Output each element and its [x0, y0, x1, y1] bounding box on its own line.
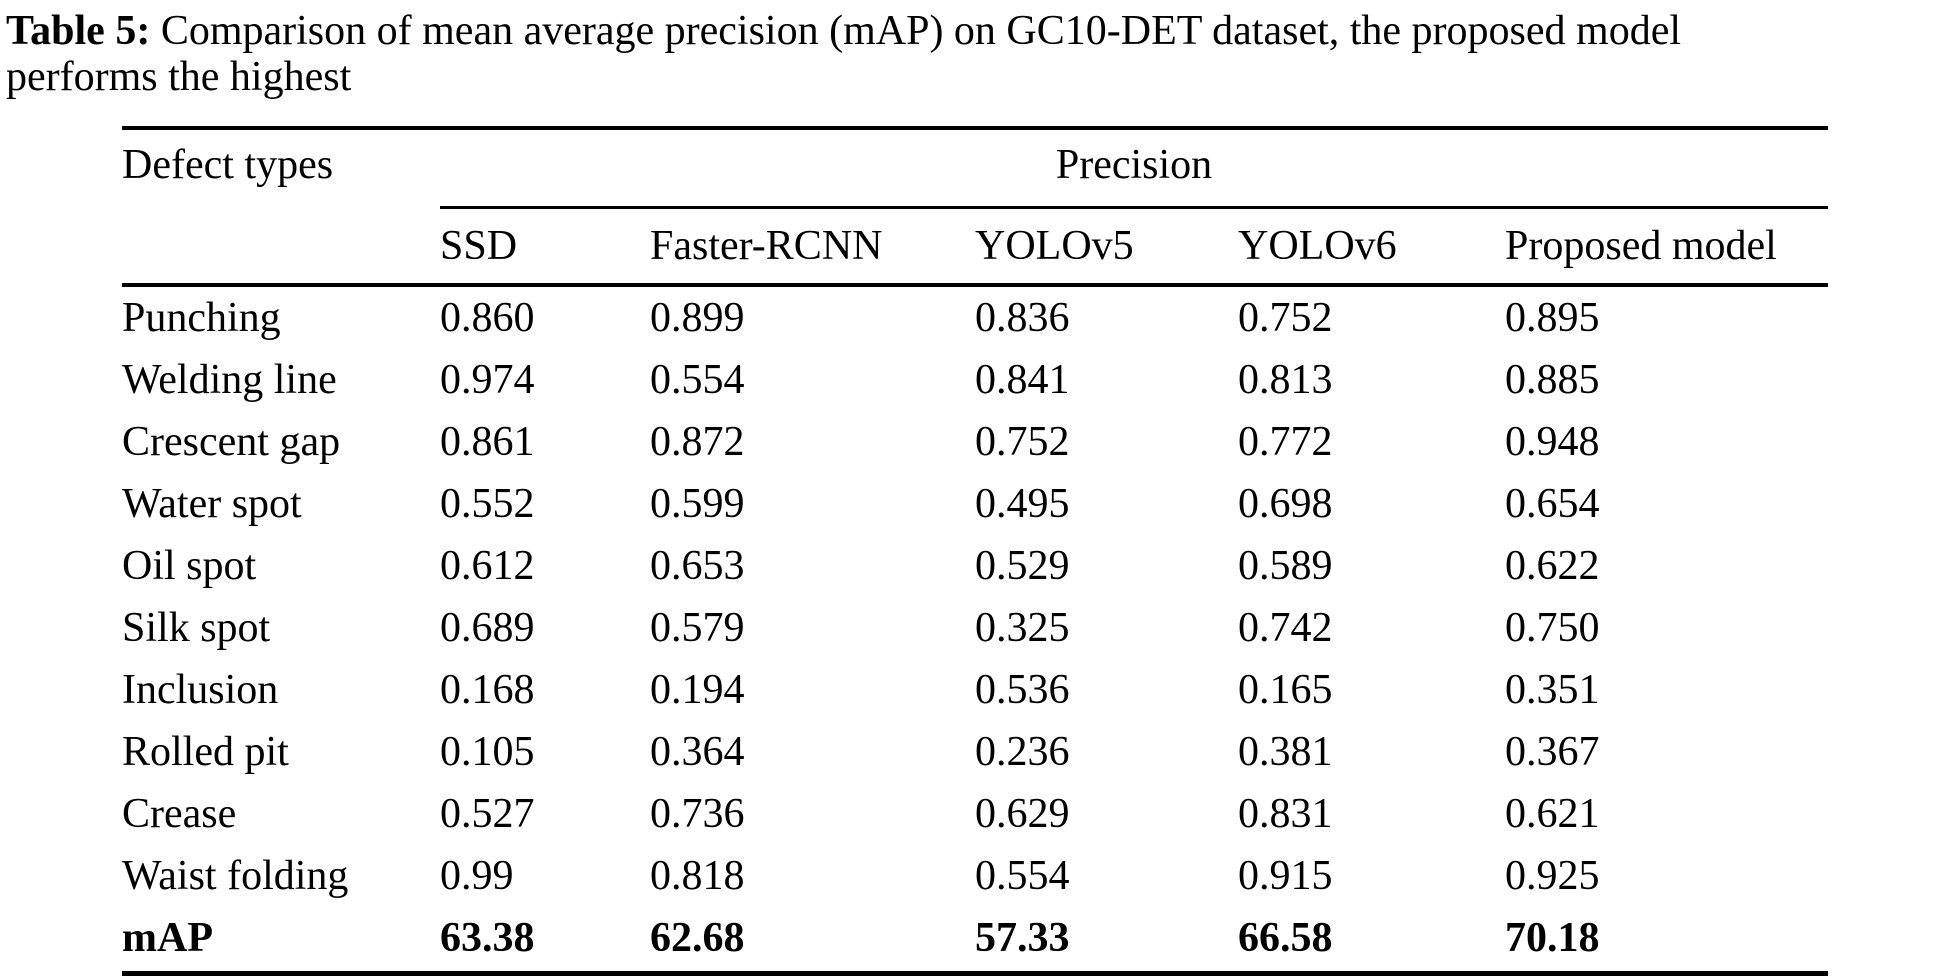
- table-row: Rolled pit 0.105 0.364 0.236 0.381 0.367: [122, 721, 1828, 783]
- table-caption: Table 5: Comparison of mean average prec…: [0, 0, 1950, 100]
- caption-label: Table 5:: [6, 8, 151, 54]
- table-row: Silk spot 0.689 0.579 0.325 0.742 0.750: [122, 597, 1828, 659]
- map-label-cell: mAP: [122, 907, 440, 976]
- value-cell: 0.579: [650, 605, 745, 652]
- map-summary-row: mAP 63.38 62.68 57.33 66.58 70.18: [122, 907, 1829, 976]
- precision-group-header: Precision: [440, 126, 1829, 210]
- value-cell: 0.552: [440, 481, 535, 528]
- value-cell: 0.742: [1238, 605, 1333, 652]
- table-row: Crescent gap 0.861 0.872 0.752 0.772 0.9…: [122, 411, 1828, 473]
- value-cell: 0.861: [440, 419, 535, 466]
- defect-type-cell: Inclusion: [122, 667, 279, 714]
- value-cell: 0.325: [975, 605, 1070, 652]
- caption-line1: Comparison of mean average precision (mA…: [150, 8, 1682, 54]
- value-cell: 0.612: [440, 543, 535, 590]
- value-cell: 0.752: [975, 419, 1070, 466]
- value-cell: 0.915: [1238, 853, 1333, 900]
- column-header-faster-rcnn: Faster-RCNN: [650, 207, 975, 288]
- defect-type-cell: Water spot: [122, 481, 302, 528]
- value-cell: 0.599: [650, 481, 745, 528]
- value-cell: 0.772: [1238, 419, 1333, 466]
- map-value-cell: 63.38: [440, 907, 650, 976]
- defect-type-cell: Silk spot: [122, 605, 271, 652]
- defect-type-cell: Oil spot: [122, 543, 257, 590]
- value-cell: 0.841: [975, 357, 1070, 404]
- value-cell: 0.974: [440, 357, 535, 404]
- value-cell: 0.698: [1238, 481, 1333, 528]
- value-cell: 0.860: [440, 295, 535, 342]
- value-cell: 0.831: [1238, 791, 1333, 838]
- value-cell: 0.168: [440, 667, 535, 714]
- defect-type-cell: Welding line: [122, 357, 337, 404]
- column-header-yolov6: YOLOv6: [1238, 207, 1505, 288]
- table-row: Inclusion 0.168 0.194 0.536 0.165 0.351: [122, 659, 1828, 721]
- column-header-yolov5: YOLOv5: [975, 207, 1238, 288]
- group-header-row: Defect types Precision: [122, 126, 1829, 288]
- value-cell: 0.752: [1238, 295, 1333, 342]
- value-cell: 0.554: [650, 357, 745, 404]
- defect-types-header: Defect types: [122, 126, 440, 288]
- value-cell: 0.536: [975, 667, 1070, 714]
- value-cell: 0.813: [1238, 357, 1333, 404]
- value-cell: 0.885: [1505, 357, 1600, 404]
- value-cell: 0.895: [1505, 295, 1600, 342]
- map-value-cell: 57.33: [975, 907, 1238, 976]
- table-row: Welding line 0.974 0.554 0.841 0.813 0.8…: [122, 349, 1828, 411]
- value-cell: 0.381: [1238, 729, 1333, 776]
- value-cell: 0.236: [975, 729, 1070, 776]
- model-header-row: SSD Faster-RCNN YOLOv5 YOLOv6 Proposed m…: [122, 207, 1829, 288]
- table-row: Water spot 0.552 0.599 0.495 0.698 0.654: [122, 473, 1828, 535]
- map-value-cell: 70.18: [1505, 907, 1829, 976]
- value-cell: 0.654: [1505, 481, 1600, 528]
- value-cell: 0.105: [440, 729, 535, 776]
- column-header-proposed-model: Proposed model: [1505, 207, 1829, 288]
- table-header: Defect types Precision SSD Faster-RCNN Y…: [122, 126, 1829, 288]
- value-cell: 0.750: [1505, 605, 1600, 652]
- value-cell: 0.99: [440, 853, 514, 900]
- defect-type-cell: Crescent gap: [122, 419, 341, 466]
- value-cell: 0.529: [975, 543, 1070, 590]
- value-cell: 0.629: [975, 791, 1070, 838]
- value-cell: 0.554: [975, 853, 1070, 900]
- table-body: Punching 0.860 0.899 0.836 0.752 0.895 W…: [122, 285, 1829, 976]
- value-cell: 0.367: [1505, 729, 1600, 776]
- caption-line2: performs the highest: [6, 54, 352, 101]
- value-cell: 0.689: [440, 605, 535, 652]
- defect-type-cell: Crease: [122, 791, 237, 838]
- value-cell: 0.364: [650, 729, 745, 776]
- table-row: Oil spot 0.612 0.653 0.529 0.589 0.622: [122, 535, 1828, 597]
- value-cell: 0.527: [440, 791, 535, 838]
- value-cell: 0.194: [650, 667, 745, 714]
- value-cell: 0.165: [1238, 667, 1333, 714]
- value-cell: 0.818: [650, 853, 745, 900]
- value-cell: 0.351: [1505, 667, 1600, 714]
- results-table: Defect types Precision SSD Faster-RCNN Y…: [122, 126, 1829, 976]
- value-cell: 0.621: [1505, 791, 1600, 838]
- table-row: Waist folding 0.99 0.818 0.554 0.915 0.9…: [122, 845, 1828, 907]
- value-cell: 0.925: [1505, 853, 1600, 900]
- value-cell: 0.899: [650, 295, 745, 342]
- value-cell: 0.589: [1238, 543, 1333, 590]
- value-cell: 0.622: [1505, 543, 1600, 590]
- column-header-ssd: SSD: [440, 207, 650, 288]
- value-cell: 0.836: [975, 295, 1070, 342]
- value-cell: 0.653: [650, 543, 745, 590]
- value-cell: 0.948: [1505, 419, 1600, 466]
- table-row: Punching 0.860 0.899 0.836 0.752 0.895: [122, 285, 1828, 349]
- value-cell: 0.736: [650, 791, 745, 838]
- value-cell: 0.872: [650, 419, 745, 466]
- defect-type-cell: Punching: [122, 295, 281, 342]
- defect-type-cell: Rolled pit: [122, 729, 289, 776]
- value-cell: 0.495: [975, 481, 1070, 528]
- map-value-cell: 62.68: [650, 907, 975, 976]
- defect-type-cell: Waist folding: [122, 853, 349, 900]
- table-row: Crease 0.527 0.736 0.629 0.831 0.621: [122, 783, 1828, 845]
- map-value-cell: 66.58: [1238, 907, 1505, 976]
